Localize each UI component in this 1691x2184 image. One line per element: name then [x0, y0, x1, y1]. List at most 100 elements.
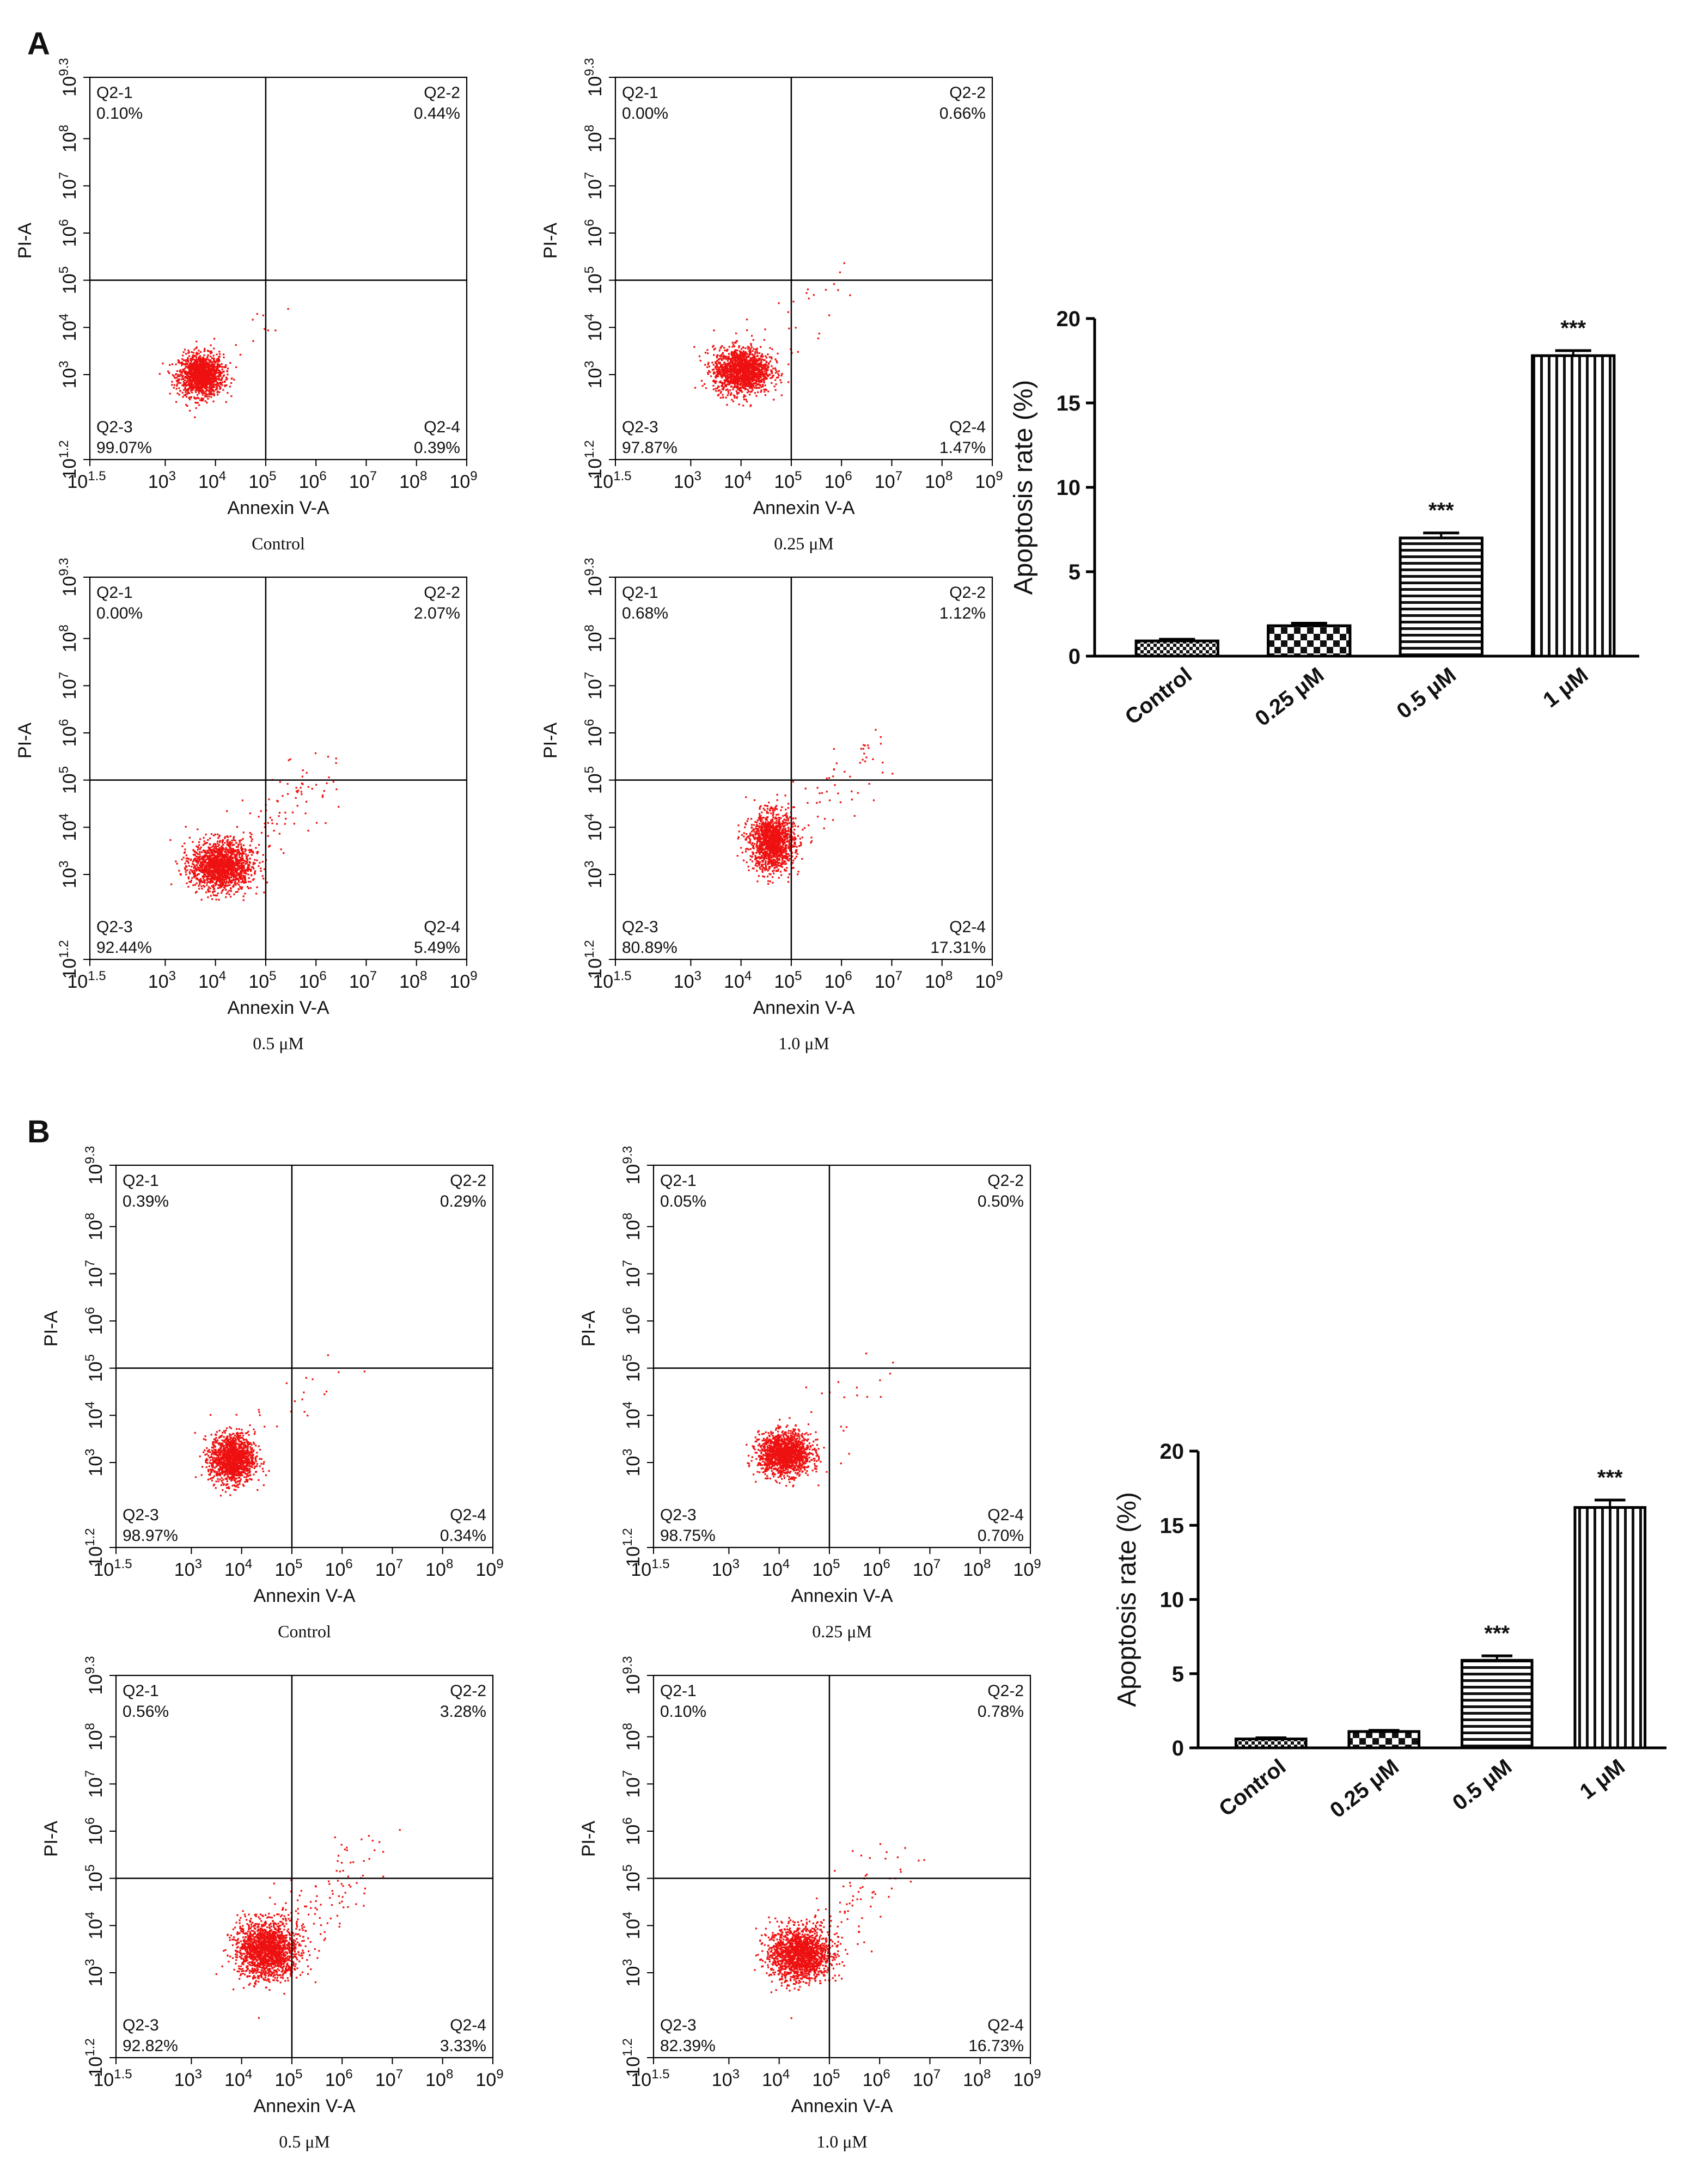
scatter-point [233, 894, 235, 895]
scatter-point [249, 812, 251, 814]
scatter-point [219, 835, 221, 836]
scatter-point [819, 333, 820, 334]
scatter-point [335, 762, 337, 764]
scatter-point [232, 848, 234, 849]
scatter-point [290, 758, 291, 760]
scatter-point [184, 384, 185, 386]
scatter-point [217, 837, 219, 839]
scatter-point [732, 381, 734, 383]
scatter-point [205, 864, 207, 866]
scatter-point [226, 880, 228, 882]
scatter-point [271, 819, 273, 821]
scatter-point [738, 378, 740, 380]
scatter-point [236, 877, 237, 879]
scatter-point [728, 357, 729, 358]
scatter-point [205, 370, 206, 371]
x-tick-label: 107 [875, 469, 902, 492]
x-axis-title: Annexin V-A [227, 498, 329, 518]
y-tick-label: 104 [582, 314, 606, 341]
scatter-point [235, 851, 236, 852]
quadrant-q3-value: 97.87% [622, 439, 677, 457]
scatter-point [775, 369, 777, 371]
scatter-point [194, 355, 196, 357]
scatter-point [222, 849, 224, 851]
scatter-point [242, 881, 243, 883]
scatter-point [225, 847, 227, 849]
scatter-point [209, 850, 210, 852]
scatter-point [718, 394, 719, 395]
scatter-point [230, 896, 231, 897]
scatter-point [190, 859, 192, 860]
scatter-point [239, 873, 241, 875]
scatter-point [693, 346, 695, 348]
scatter-point [200, 374, 202, 376]
scatter-point [769, 374, 771, 376]
scatter-point [749, 363, 751, 364]
scatter-point [212, 871, 213, 873]
scatter-point [743, 388, 745, 389]
scatter-point [222, 371, 224, 372]
scatter-point [191, 879, 192, 881]
scatter-point [193, 870, 195, 871]
scatter-point [221, 855, 222, 857]
scatter-point [254, 859, 255, 861]
scatter-point [765, 389, 766, 390]
y-tick-label: 107 [57, 672, 80, 700]
scatter-point [276, 823, 278, 825]
scatter-point [211, 833, 212, 835]
quadrant-q4-name: Q2-4 [424, 418, 460, 436]
scatter-point [717, 387, 718, 389]
scatter-point [723, 355, 724, 357]
scatter-point [301, 793, 302, 795]
scatter-point [221, 873, 223, 875]
scatter-point [198, 365, 199, 367]
scatter-point [234, 882, 236, 883]
scatter-point [748, 866, 749, 867]
scatter-point [328, 776, 330, 778]
scatter-point [778, 370, 780, 372]
scatter-point [232, 886, 234, 888]
scatter-point [204, 395, 206, 396]
plot-caption: 0.25 μM [774, 534, 834, 553]
scatter-point [216, 360, 218, 362]
scatter-point [210, 882, 211, 884]
scatter-point [805, 292, 807, 294]
scatter-point [315, 753, 316, 754]
scatter-point [204, 850, 206, 852]
scatter-point [231, 861, 233, 863]
scatter-point [756, 374, 758, 376]
scatter-point [764, 328, 766, 330]
scatter-point [760, 834, 762, 835]
scatter-point [209, 394, 210, 395]
scatter-point [189, 410, 191, 412]
x-tick-label: 109 [449, 969, 477, 992]
scatter-point [207, 852, 209, 854]
scatter-point [221, 847, 222, 848]
scatter-point [223, 862, 225, 864]
scatter-point [746, 319, 748, 320]
scatter-point [202, 375, 203, 377]
scatter-point [225, 401, 227, 403]
scatter-point [175, 860, 176, 862]
scatter-point [817, 338, 819, 339]
scatter-point [200, 861, 202, 863]
scatter-point [734, 368, 735, 370]
scatter-point [244, 893, 246, 895]
scatter-point [218, 899, 219, 901]
scatter-point [744, 369, 746, 370]
scatter-point [191, 870, 193, 871]
scatter-point [279, 833, 280, 835]
scatter-point [287, 783, 289, 785]
scatter-point [196, 360, 197, 362]
scatter-point [188, 355, 190, 357]
scatter-point [771, 365, 772, 367]
scatter-point [193, 352, 194, 353]
scatter-point [726, 404, 728, 406]
scatter-point [754, 392, 756, 394]
scatter-point [750, 351, 752, 353]
scatter-point [785, 794, 786, 796]
scatter-point [229, 894, 230, 895]
scatter-point [756, 356, 758, 357]
scatter-point [199, 363, 200, 365]
